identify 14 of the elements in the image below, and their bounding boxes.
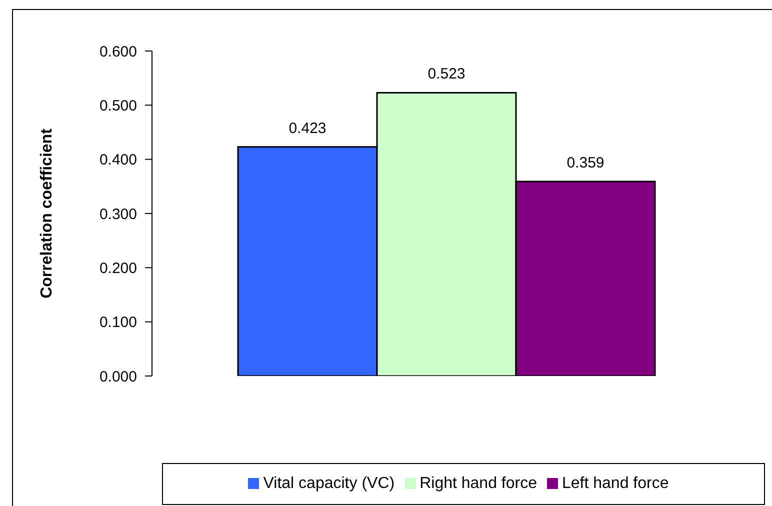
y-axis-title: Correlation coefficient: [38, 128, 56, 298]
y-tick-label: 0.300: [99, 206, 137, 223]
y-tick-label: 0.100: [99, 314, 137, 332]
y-tick-label: 0.600: [99, 43, 137, 60]
data-label: 0.423: [288, 120, 326, 137]
legend-label: Left hand force: [562, 475, 669, 492]
data-label: 0.523: [428, 66, 466, 83]
y-tick-label: 0.000: [99, 368, 137, 386]
y-tick-label: 0.400: [99, 152, 137, 169]
data-label: 0.359: [566, 154, 604, 172]
legend-label: Vital capacity (VC): [263, 475, 395, 492]
y-tick-label: 0.200: [99, 260, 137, 277]
legend-label: Right hand force: [420, 475, 537, 492]
y-tick-label: 0.500: [99, 97, 137, 114]
